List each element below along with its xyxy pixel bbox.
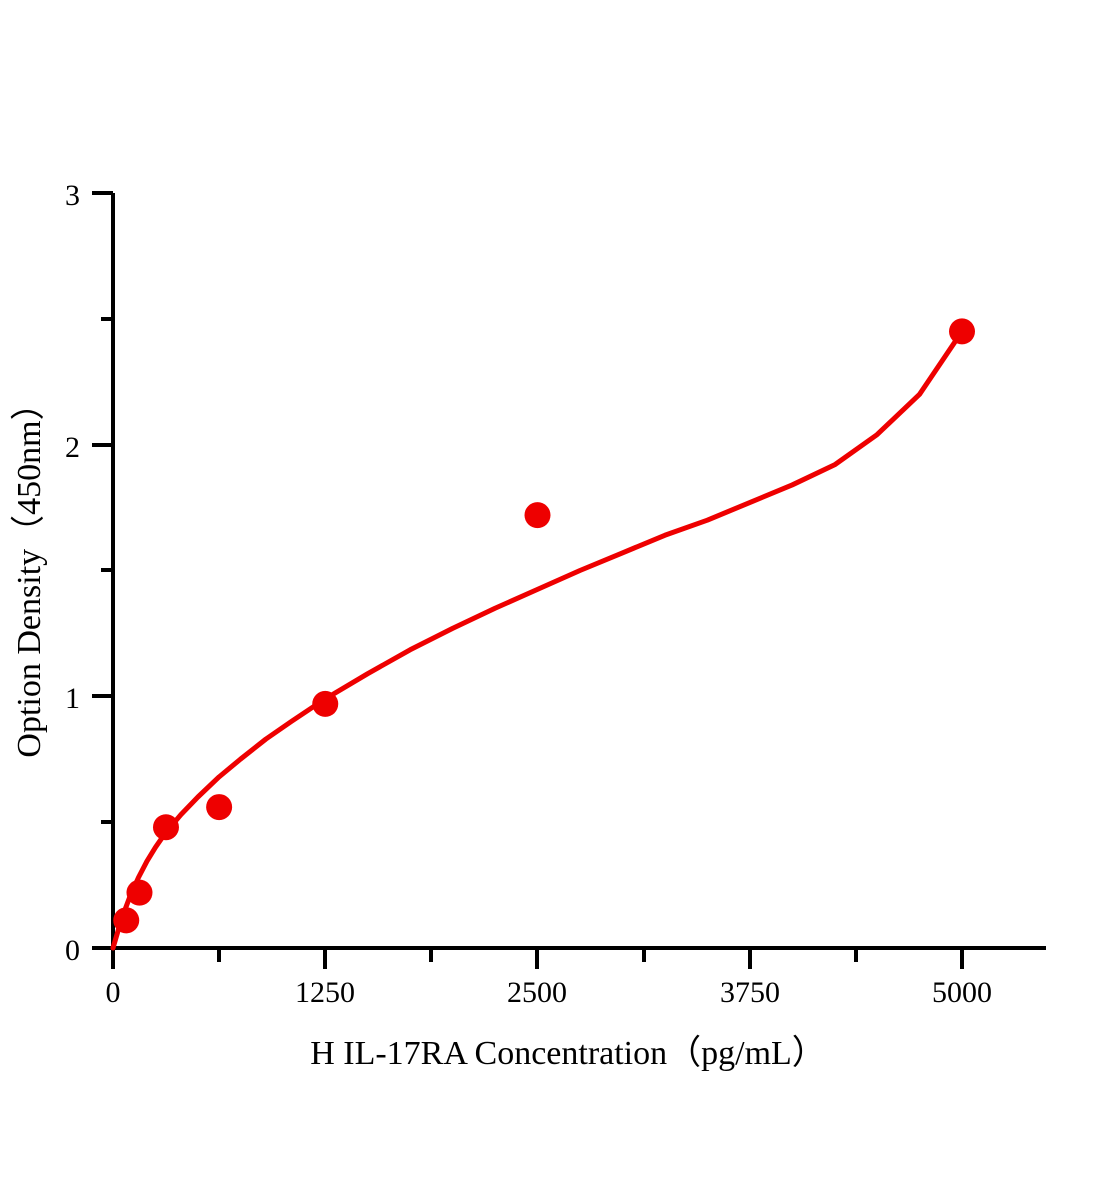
data-point-group: [113, 318, 975, 934]
data-point: [312, 690, 339, 717]
y-axis-title: Option Density（450nm）: [10, 386, 48, 757]
data-point: [126, 879, 153, 906]
data-point: [949, 318, 975, 345]
x-tick-label-1250: 1250: [295, 976, 355, 1009]
y-tick-label-2: 2: [65, 431, 80, 464]
standard-curve-line: [110, 328, 965, 951]
x-tick-label-0: 0: [106, 976, 121, 1009]
data-point: [152, 814, 179, 841]
x-tick-label-3750: 3750: [720, 976, 780, 1009]
y-tick-label-1: 1: [65, 682, 80, 715]
y-tick-label-3: 3: [65, 179, 80, 212]
data-point: [113, 907, 140, 934]
x-axis-title: H IL-17RA Concentration（pg/mL）: [310, 1034, 826, 1072]
y-tick-label-0: 0: [65, 934, 80, 967]
x-tick-label-2500: 2500: [507, 976, 567, 1009]
data-point: [524, 502, 551, 529]
data-point: [206, 794, 233, 821]
x-tick-label-5000: 5000: [932, 976, 992, 1009]
